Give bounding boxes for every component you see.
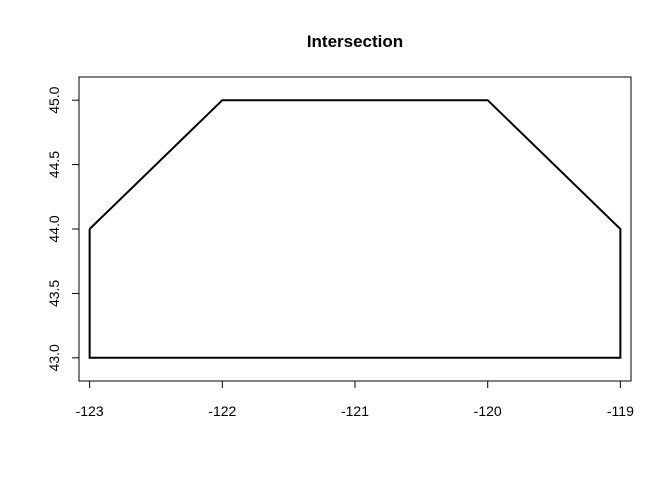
x-tick-label: -122 [208, 403, 236, 419]
x-tick-label: -120 [474, 403, 502, 419]
x-tick-label: -123 [76, 403, 104, 419]
y-tick-label: 43.5 [46, 280, 62, 307]
series-layer [88, 99, 622, 359]
chart-title: Intersection [307, 32, 403, 51]
x-tick-label: -121 [341, 403, 369, 419]
y-tick-label: 44.0 [46, 215, 62, 242]
x-tick-label: -119 [607, 403, 634, 419]
y-axis: 43.0 43.5 44.0 44.5 45.0 [46, 86, 80, 371]
y-tick-label: 43.0 [46, 344, 62, 371]
intersection-polygon [88, 99, 622, 359]
y-tick-label: 45.0 [46, 86, 62, 113]
y-tick-label: 44.5 [46, 151, 62, 178]
x-axis: -123 -122 -121 -120 -119 [76, 380, 634, 419]
plot-box [78, 76, 632, 382]
